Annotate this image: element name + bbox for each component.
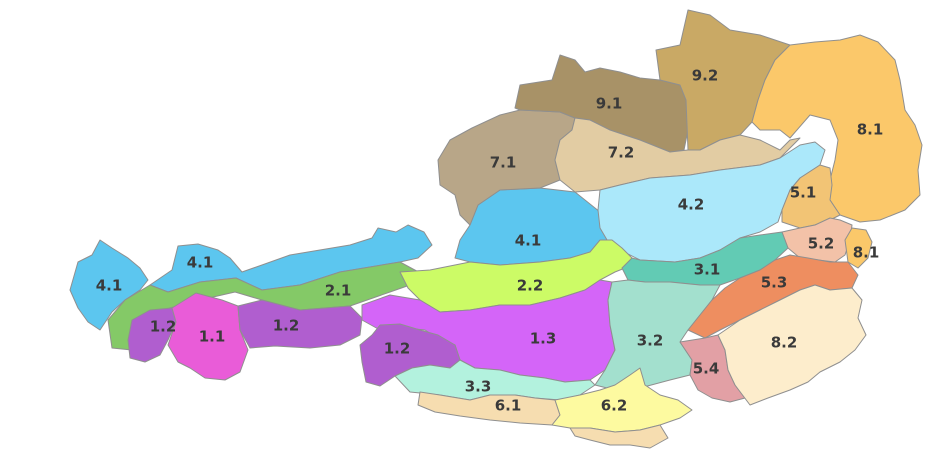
label-7-2: 7.2 xyxy=(608,144,635,162)
label-5-3: 5.3 xyxy=(761,274,788,292)
label-4-1-west: 4.1 xyxy=(96,277,123,295)
label-1-2-center: 1.2 xyxy=(273,317,300,335)
label-1-2-west: 1.2 xyxy=(150,318,177,336)
region-1-2-west[interactable] xyxy=(127,307,177,363)
label-8-1-north: 8.1 xyxy=(857,121,884,139)
label-6-1: 6.1 xyxy=(495,397,522,415)
label-1-3: 1.3 xyxy=(530,330,557,348)
label-8-1-east: 8.1 xyxy=(853,244,880,262)
label-1-1: 1.1 xyxy=(199,328,226,346)
region-6-1-rim xyxy=(569,424,669,449)
label-3-3: 3.3 xyxy=(465,378,492,396)
label-5-4: 5.4 xyxy=(693,360,720,378)
label-3-1: 3.1 xyxy=(694,261,721,279)
label-8-2: 8.2 xyxy=(771,334,798,352)
label-9-1: 9.1 xyxy=(596,95,623,113)
region-8-2[interactable] xyxy=(717,284,867,406)
label-5-2: 5.2 xyxy=(808,235,835,253)
region-4-1-west[interactable] xyxy=(69,239,149,331)
label-4-1-center: 4.1 xyxy=(515,232,542,250)
label-2-1: 2.1 xyxy=(325,282,352,300)
label-5-1: 5.1 xyxy=(790,184,817,202)
region-1-1[interactable] xyxy=(167,292,249,381)
label-4-1-north: 4.1 xyxy=(187,254,214,272)
label-6-2: 6.2 xyxy=(601,397,628,415)
label-4-2: 4.2 xyxy=(678,196,705,214)
region-1-2-center[interactable] xyxy=(237,299,363,349)
label-9-2: 9.2 xyxy=(692,67,719,85)
region-8-1-east[interactable] xyxy=(844,227,873,269)
label-7-1: 7.1 xyxy=(490,154,517,172)
region-8-1-north[interactable] xyxy=(751,34,923,223)
label-3-2: 3.2 xyxy=(637,332,664,350)
label-2-2: 2.2 xyxy=(517,277,544,295)
label-1-2-south: 1.2 xyxy=(384,340,411,358)
